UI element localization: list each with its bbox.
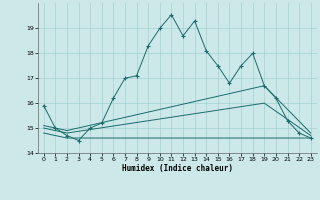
X-axis label: Humidex (Indice chaleur): Humidex (Indice chaleur) bbox=[122, 164, 233, 173]
